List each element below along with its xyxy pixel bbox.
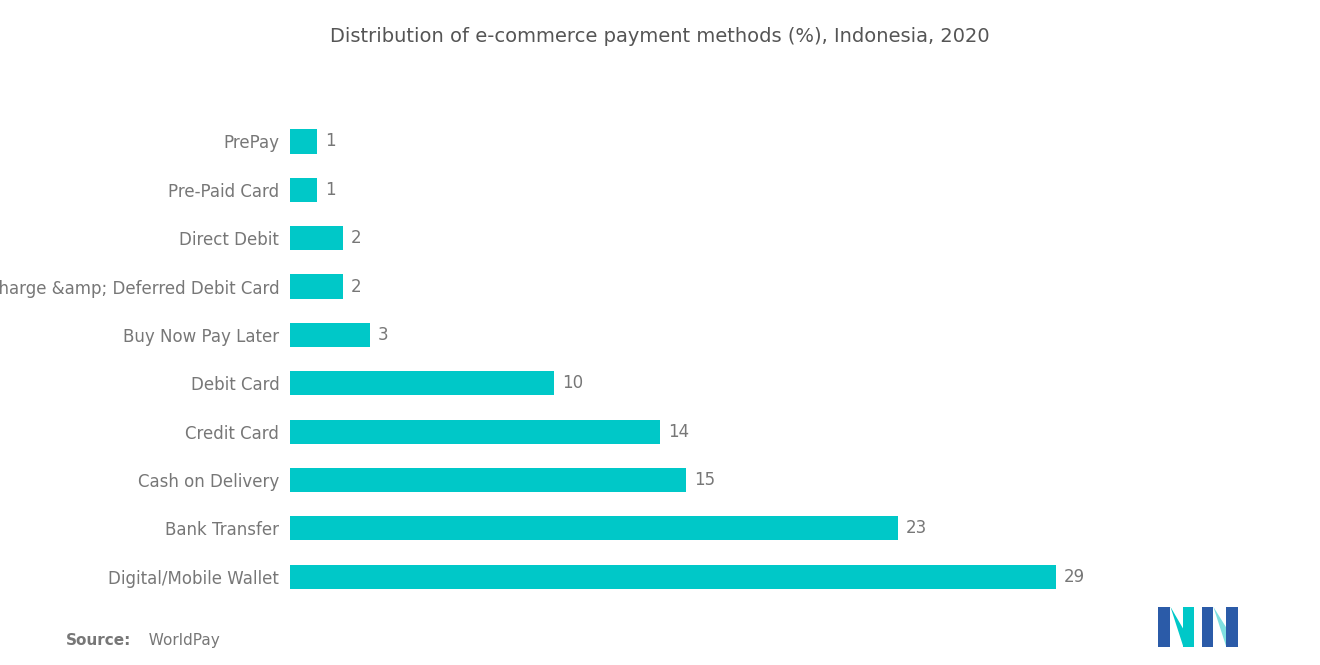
Polygon shape: [1203, 606, 1213, 646]
Polygon shape: [1213, 606, 1238, 646]
Bar: [290, 565, 1056, 589]
Text: 1: 1: [325, 181, 335, 199]
Bar: [290, 275, 343, 299]
Bar: [290, 323, 370, 347]
Text: 15: 15: [694, 471, 715, 489]
Bar: [290, 130, 317, 154]
Text: 2: 2: [351, 229, 362, 247]
Bar: [290, 178, 317, 202]
Bar: [290, 371, 554, 396]
Polygon shape: [1183, 606, 1193, 646]
Text: WorldPay: WorldPay: [139, 633, 219, 648]
Text: 10: 10: [562, 374, 583, 392]
Polygon shape: [1226, 606, 1238, 646]
Text: 23: 23: [906, 519, 927, 537]
Text: 2: 2: [351, 277, 362, 295]
Text: 29: 29: [1064, 568, 1085, 586]
Text: Distribution of e-commerce payment methods (%), Indonesia, 2020: Distribution of e-commerce payment metho…: [330, 27, 990, 46]
Bar: [290, 226, 343, 250]
Text: 3: 3: [378, 326, 388, 344]
Bar: [290, 516, 898, 541]
Bar: [290, 468, 686, 492]
Text: 14: 14: [668, 423, 689, 441]
Polygon shape: [1171, 606, 1193, 646]
Text: 1: 1: [325, 132, 335, 150]
Bar: [290, 420, 660, 444]
Polygon shape: [1158, 606, 1171, 646]
Text: Source:: Source:: [66, 633, 132, 648]
